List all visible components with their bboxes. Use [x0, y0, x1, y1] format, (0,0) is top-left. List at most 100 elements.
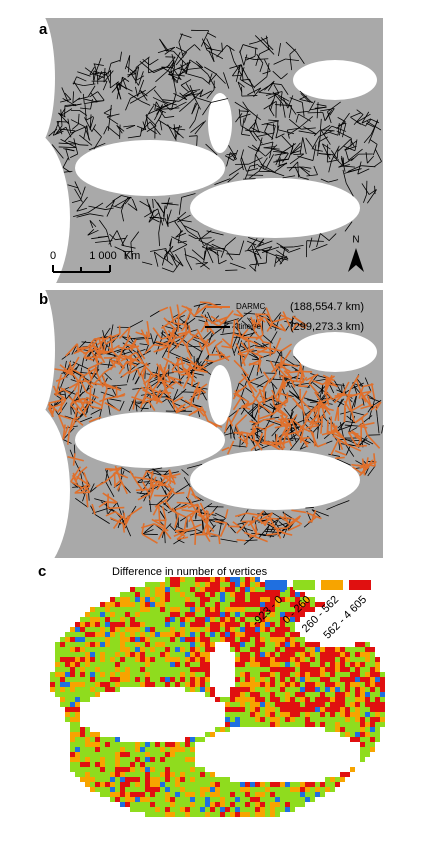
- grid-cell: [275, 722, 280, 727]
- road: [289, 438, 300, 451]
- grid-cell: [305, 712, 310, 717]
- grid-cell: [130, 592, 135, 597]
- grid-cell: [120, 602, 125, 607]
- grid-cell: [70, 702, 75, 707]
- road: [171, 356, 182, 371]
- grid-cell: [305, 697, 310, 702]
- grid-cell: [205, 637, 210, 642]
- grid-cell: [105, 672, 110, 677]
- grid-cell: [120, 652, 125, 657]
- road: [309, 237, 313, 248]
- road: [155, 101, 163, 113]
- grid-cell: [190, 767, 195, 772]
- road: [330, 438, 340, 456]
- road: [313, 129, 321, 137]
- grid-cell: [270, 617, 275, 622]
- road: [293, 153, 304, 156]
- road: [153, 251, 159, 267]
- grid-cell: [310, 652, 315, 657]
- grid-cell: [285, 647, 290, 652]
- grid-cell: [90, 642, 95, 647]
- road: [171, 509, 186, 518]
- grid-cell: [185, 762, 190, 767]
- grid-cell: [105, 772, 110, 777]
- grid-cell: [230, 692, 235, 697]
- grid-cell: [170, 662, 175, 667]
- road: [124, 196, 132, 205]
- grid-cell: [95, 667, 100, 672]
- grid-cell: [215, 627, 220, 632]
- road: [279, 323, 287, 332]
- grid-cell: [295, 617, 300, 622]
- road: [72, 453, 76, 466]
- grid-cell: [270, 687, 275, 692]
- grid-cell: [190, 662, 195, 667]
- grid-cell: [245, 587, 250, 592]
- road: [214, 520, 227, 524]
- road: [295, 382, 310, 386]
- grid-cell: [120, 667, 125, 672]
- road: [256, 423, 259, 439]
- grid-cell: [255, 592, 260, 597]
- grid-cell: [130, 622, 135, 627]
- grid-cell: [65, 672, 70, 677]
- road: [196, 135, 198, 146]
- road: [282, 103, 286, 118]
- grid-cell: [140, 792, 145, 797]
- grid-cell: [275, 617, 280, 622]
- road: [111, 333, 121, 338]
- grid-cell: [265, 672, 270, 677]
- grid-cell: [155, 627, 160, 632]
- grid-cell: [295, 792, 300, 797]
- road: [247, 380, 265, 388]
- road: [107, 398, 122, 402]
- grid-cell: [200, 612, 205, 617]
- road: [230, 444, 247, 448]
- road: [128, 92, 142, 102]
- road: [325, 391, 333, 399]
- grid-cell: [225, 622, 230, 627]
- grid-cell: [190, 627, 195, 632]
- road: [149, 310, 160, 317]
- road: [161, 267, 174, 273]
- road: [48, 398, 67, 404]
- grid-cell: [365, 672, 370, 677]
- grid-cell: [70, 652, 75, 657]
- grid-cell: [135, 802, 140, 807]
- grid-cell: [340, 697, 345, 702]
- grid-cell: [315, 642, 320, 647]
- grid-cell: [135, 787, 140, 792]
- grid-cell: [230, 607, 235, 612]
- grid-cell: [100, 682, 105, 687]
- grid-cell: [120, 642, 125, 647]
- grid-cell: [300, 697, 305, 702]
- grid-cell: [110, 797, 115, 802]
- road: [342, 122, 347, 138]
- grid-cell: [270, 807, 275, 812]
- grid-cell: [235, 582, 240, 587]
- grid-cell: [250, 612, 255, 617]
- grid-cell: [225, 792, 230, 797]
- road: [144, 208, 158, 218]
- grid-cell: [350, 682, 355, 687]
- road: [301, 127, 316, 130]
- road: [103, 108, 112, 114]
- grid-cell: [140, 632, 145, 637]
- grid-cell: [195, 767, 200, 772]
- road: [187, 67, 203, 70]
- grid-cell: [265, 812, 270, 817]
- grid-cell: [205, 607, 210, 612]
- grid-cell: [375, 667, 380, 672]
- grid-cell: [265, 597, 270, 602]
- grid-cell: [335, 662, 340, 667]
- road: [280, 343, 293, 352]
- grid-cell: [170, 807, 175, 812]
- grid-cell: [335, 652, 340, 657]
- grid-cell: [185, 632, 190, 637]
- road: [146, 467, 163, 472]
- grid-cell: [125, 597, 130, 602]
- road: [124, 515, 129, 524]
- grid-cell: [325, 657, 330, 662]
- grid-cell: [125, 607, 130, 612]
- grid-cell: [360, 752, 365, 757]
